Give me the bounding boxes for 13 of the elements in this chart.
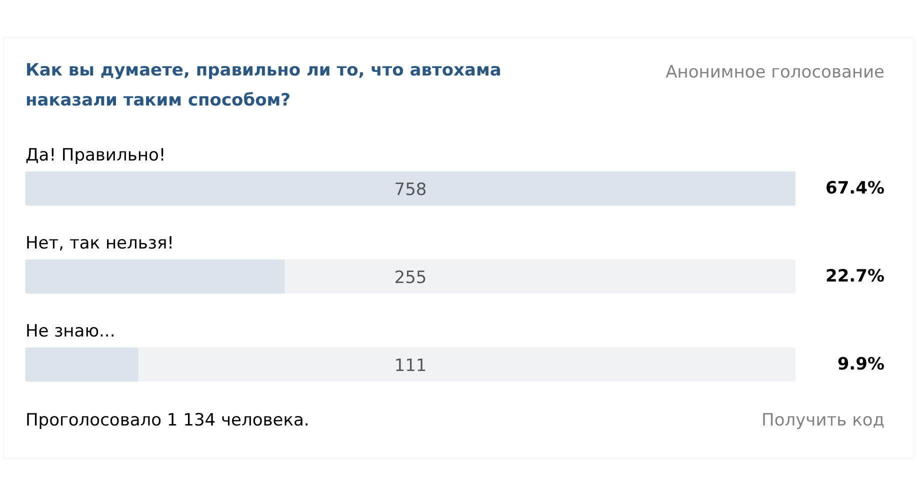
text: Проголосовало 1 134 человека.: [26, 410, 310, 430]
data-label: 255: [394, 268, 427, 288]
chart-title: Как вы думаете, правильно ли то, что автохама наказали таким способом?: [26, 60, 502, 110]
text: 67.4%: [826, 178, 885, 198]
text: 22.7%: [826, 266, 885, 286]
y-tick-label: Да! Правильно!: [26, 146, 166, 166]
y-tick-label: Не знаю...: [26, 322, 116, 342]
text: Получить код: [762, 410, 884, 430]
chart-subtitle: Анонимное голосование: [666, 62, 885, 82]
text: 9.9%: [837, 354, 885, 374]
y-tick-label: Нет, так нельзя!: [26, 234, 174, 254]
data-label: 111: [394, 356, 427, 376]
data-label: 758: [394, 180, 427, 200]
